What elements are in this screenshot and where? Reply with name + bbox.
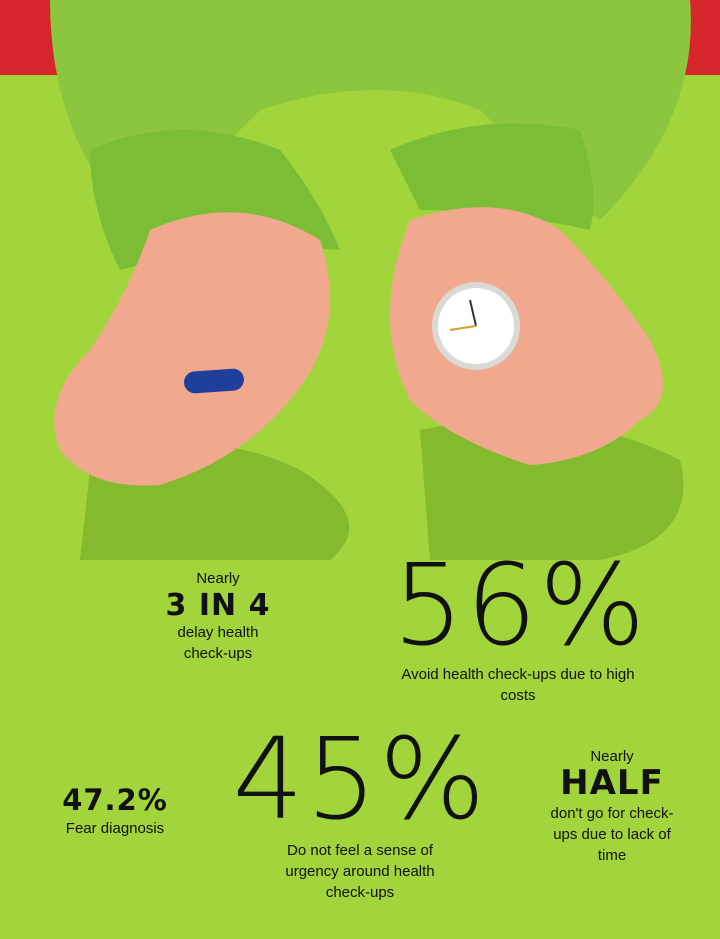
stat-value: 45%: [232, 715, 488, 845]
stat-description: Do not feel a sense of urgency around he…: [285, 842, 435, 901]
stat-prefix: Nearly: [590, 748, 634, 765]
stat-description: don't go for check-ups due to lack of ti…: [550, 805, 674, 864]
stat-value: 47.2%: [62, 783, 168, 817]
photo: [0, 0, 720, 560]
stat-prefix: Nearly: [196, 570, 240, 587]
stat-value: 56%: [392, 541, 648, 671]
stat-description: Avoid health check-ups due to high costs: [401, 666, 635, 704]
stat-description: Fear diagnosis: [65, 820, 165, 837]
stat-value: 3 IN 4: [165, 588, 271, 623]
stat-description: delay health check-ups: [177, 624, 259, 662]
stat-value: HALF: [560, 763, 664, 803]
